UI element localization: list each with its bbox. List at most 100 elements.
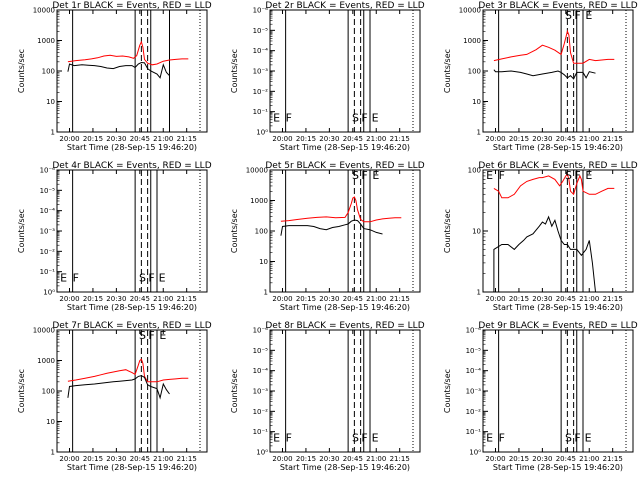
x-tick-label: 21:15 [177,295,197,303]
plot-frame [56,9,208,133]
x-tick-label: 20:30 [532,135,552,143]
y-tick-label: 10⁻² [253,88,269,96]
plot-frame [56,329,208,453]
x-tick-label: 20:15 [296,135,316,143]
lld-series-line [493,173,615,199]
x-tick-label: 20:15 [509,295,529,303]
x-tick-label: 21:15 [177,135,197,143]
x-tick-label: 21:00 [579,135,599,143]
interval-marker-label: F [286,111,292,124]
x-axis-label: Start Time (28-Sep-15 19:46:20) [67,303,197,312]
y-tick-label: 10⁻¹ [253,428,269,436]
interval-marker-label: E [60,271,67,284]
x-tick-label: 21:15 [390,135,410,143]
x-tick-label: 20:00 [272,455,292,463]
interval-marker-label: F [499,169,505,182]
y-tick-label: 10⁰ [256,129,268,137]
x-tick-label: 20:45 [343,135,363,143]
y-tick-label: 1000 [250,197,268,205]
interval-marker-label: E [372,431,379,444]
x-axis-label: Start Time (28-Sep-15 19:46:20) [280,463,410,472]
panel-title: Det 9r BLACK = Events, RED = LLD [478,321,637,331]
detector-panel: Det 1r BLACK = Events, RED = LLD 1 10 100 10… [17,1,212,152]
y-tick-label: 10⁻⁵ [466,347,482,355]
x-tick-label: 21:15 [603,135,623,143]
y-tick-label: 1000 [37,37,55,45]
panel-title: Det 6r BLACK = Events, RED = LLD [478,161,637,171]
interval-marker-label: S [565,169,572,182]
x-tick-label: 20:45 [343,455,363,463]
x-tick-label: 21:00 [579,455,599,463]
y-tick-label: 1 [51,129,55,137]
x-tick-label: 21:00 [366,295,386,303]
x-tick-label: 21:00 [153,135,173,143]
panel-title: Det 8r BLACK = Events, RED = LLD [265,321,424,331]
interval-marker-label: S [139,329,146,342]
x-axis-label: Start Time (28-Sep-15 19:46:20) [67,463,197,472]
x-tick-label: 20:30 [319,135,339,143]
x-tick-label: 20:15 [509,135,529,143]
events-series-line [67,375,170,400]
x-tick-label: 21:00 [153,295,173,303]
detector-panel: Det 4r BLACK = Events, RED = LLD 10⁰ 10⁻¹ 1… [17,161,212,312]
interval-marker-label: E [273,111,280,124]
x-tick-label: 20:45 [130,135,150,143]
y-tick-label: 10⁻³ [253,68,269,76]
y-tick-label: 10⁻¹ [253,108,269,116]
detector-panel: Det 9r BLACK = Events, RED = LLD 10⁰ 10⁻¹ 1… [443,321,638,472]
interval-marker-label: E [585,431,592,444]
x-tick-label: 20:15 [296,455,316,463]
interval-marker-label: F [148,329,154,342]
y-tick-label: 10000 [33,7,55,15]
y-tick-label: 10⁻² [40,248,56,256]
y-tick-label: 100 [42,68,55,76]
x-tick-label: 21:00 [579,295,599,303]
y-tick-label: 10⁻³ [466,388,482,396]
lld-series-line [67,358,189,383]
x-tick-label: 20:00 [59,135,79,143]
y-axis-label: Counts/sec [230,209,239,253]
x-tick-label: 20:30 [106,135,126,143]
plot-frame [56,169,208,293]
panel-title: Det 4r BLACK = Events, RED = LLD [52,161,211,171]
interval-marker-label: F [499,431,505,444]
x-tick-label: 20:30 [319,295,339,303]
y-tick-label: 10⁻⁶ [253,327,269,335]
x-axis-label: Start Time (28-Sep-15 19:46:20) [280,303,410,312]
interval-marker-label: E [372,169,379,182]
x-tick-label: 20:45 [556,295,576,303]
y-tick-label: 10⁻¹ [40,268,56,276]
interval-marker-label: F [574,169,580,182]
x-tick-label: 21:15 [390,295,410,303]
y-tick-label: 10⁻¹ [466,428,482,436]
x-tick-label: 20:30 [106,295,126,303]
detector-panel: Det 6r BLACK = Events, RED = LLD 1 10 100 20… [443,161,638,312]
y-axis-label: Counts/sec [230,369,239,413]
y-tick-label: 10 [46,98,55,106]
panel-title: Det 7r BLACK = Events, RED = LLD [52,321,211,331]
lld-series-line [67,40,189,66]
x-tick-label: 20:45 [130,295,150,303]
x-tick-label: 20:15 [83,135,103,143]
plot-frame [269,9,421,133]
x-tick-label: 20:00 [272,135,292,143]
y-tick-label: 10000 [33,327,55,335]
y-tick-label: 10⁻⁵ [253,27,269,35]
interval-marker-label: E [159,329,166,342]
x-axis-label: Start Time (28-Sep-15 19:46:20) [280,143,410,152]
x-tick-label: 21:00 [366,455,386,463]
interval-marker-label: S [565,9,572,22]
x-tick-label: 20:45 [130,455,150,463]
detector-panel: Det 3r BLACK = Events, RED = LLD 1 10 100 10… [443,1,638,152]
plot-frame [482,329,634,453]
interval-marker-label: S [139,271,146,284]
y-tick-label: 10000 [459,7,481,15]
y-tick-label: 10⁻⁴ [40,207,56,215]
interval-marker-label: E [372,111,379,124]
x-tick-label: 20:30 [106,455,126,463]
x-tick-label: 20:00 [272,295,292,303]
interval-marker-label: E [159,271,166,284]
x-tick-label: 21:00 [153,455,173,463]
y-tick-label: 10⁰ [256,449,268,457]
